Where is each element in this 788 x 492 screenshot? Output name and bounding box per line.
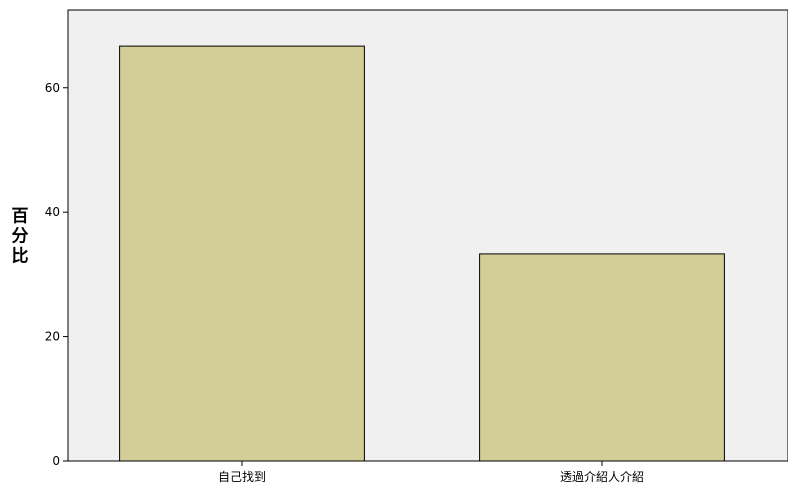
bar-2 [479,253,725,462]
x-tick-label: 透過介紹人介紹 [560,470,644,484]
x-tick-label: 自己找到 [218,470,266,484]
y-tick-label: 20 [45,330,60,344]
bar-1 [119,45,365,462]
axes [67,10,788,462]
y-tick-label: 60 [45,81,60,95]
y-axis-title: 百分比 [12,207,29,267]
x-axis-labels: 自己找到 透過介紹人介紹 [218,461,644,484]
y-tick-label: 40 [45,205,60,219]
y-axis-ticks: 0 20 40 60 [45,81,68,468]
y-tick-label: 0 [52,454,60,468]
